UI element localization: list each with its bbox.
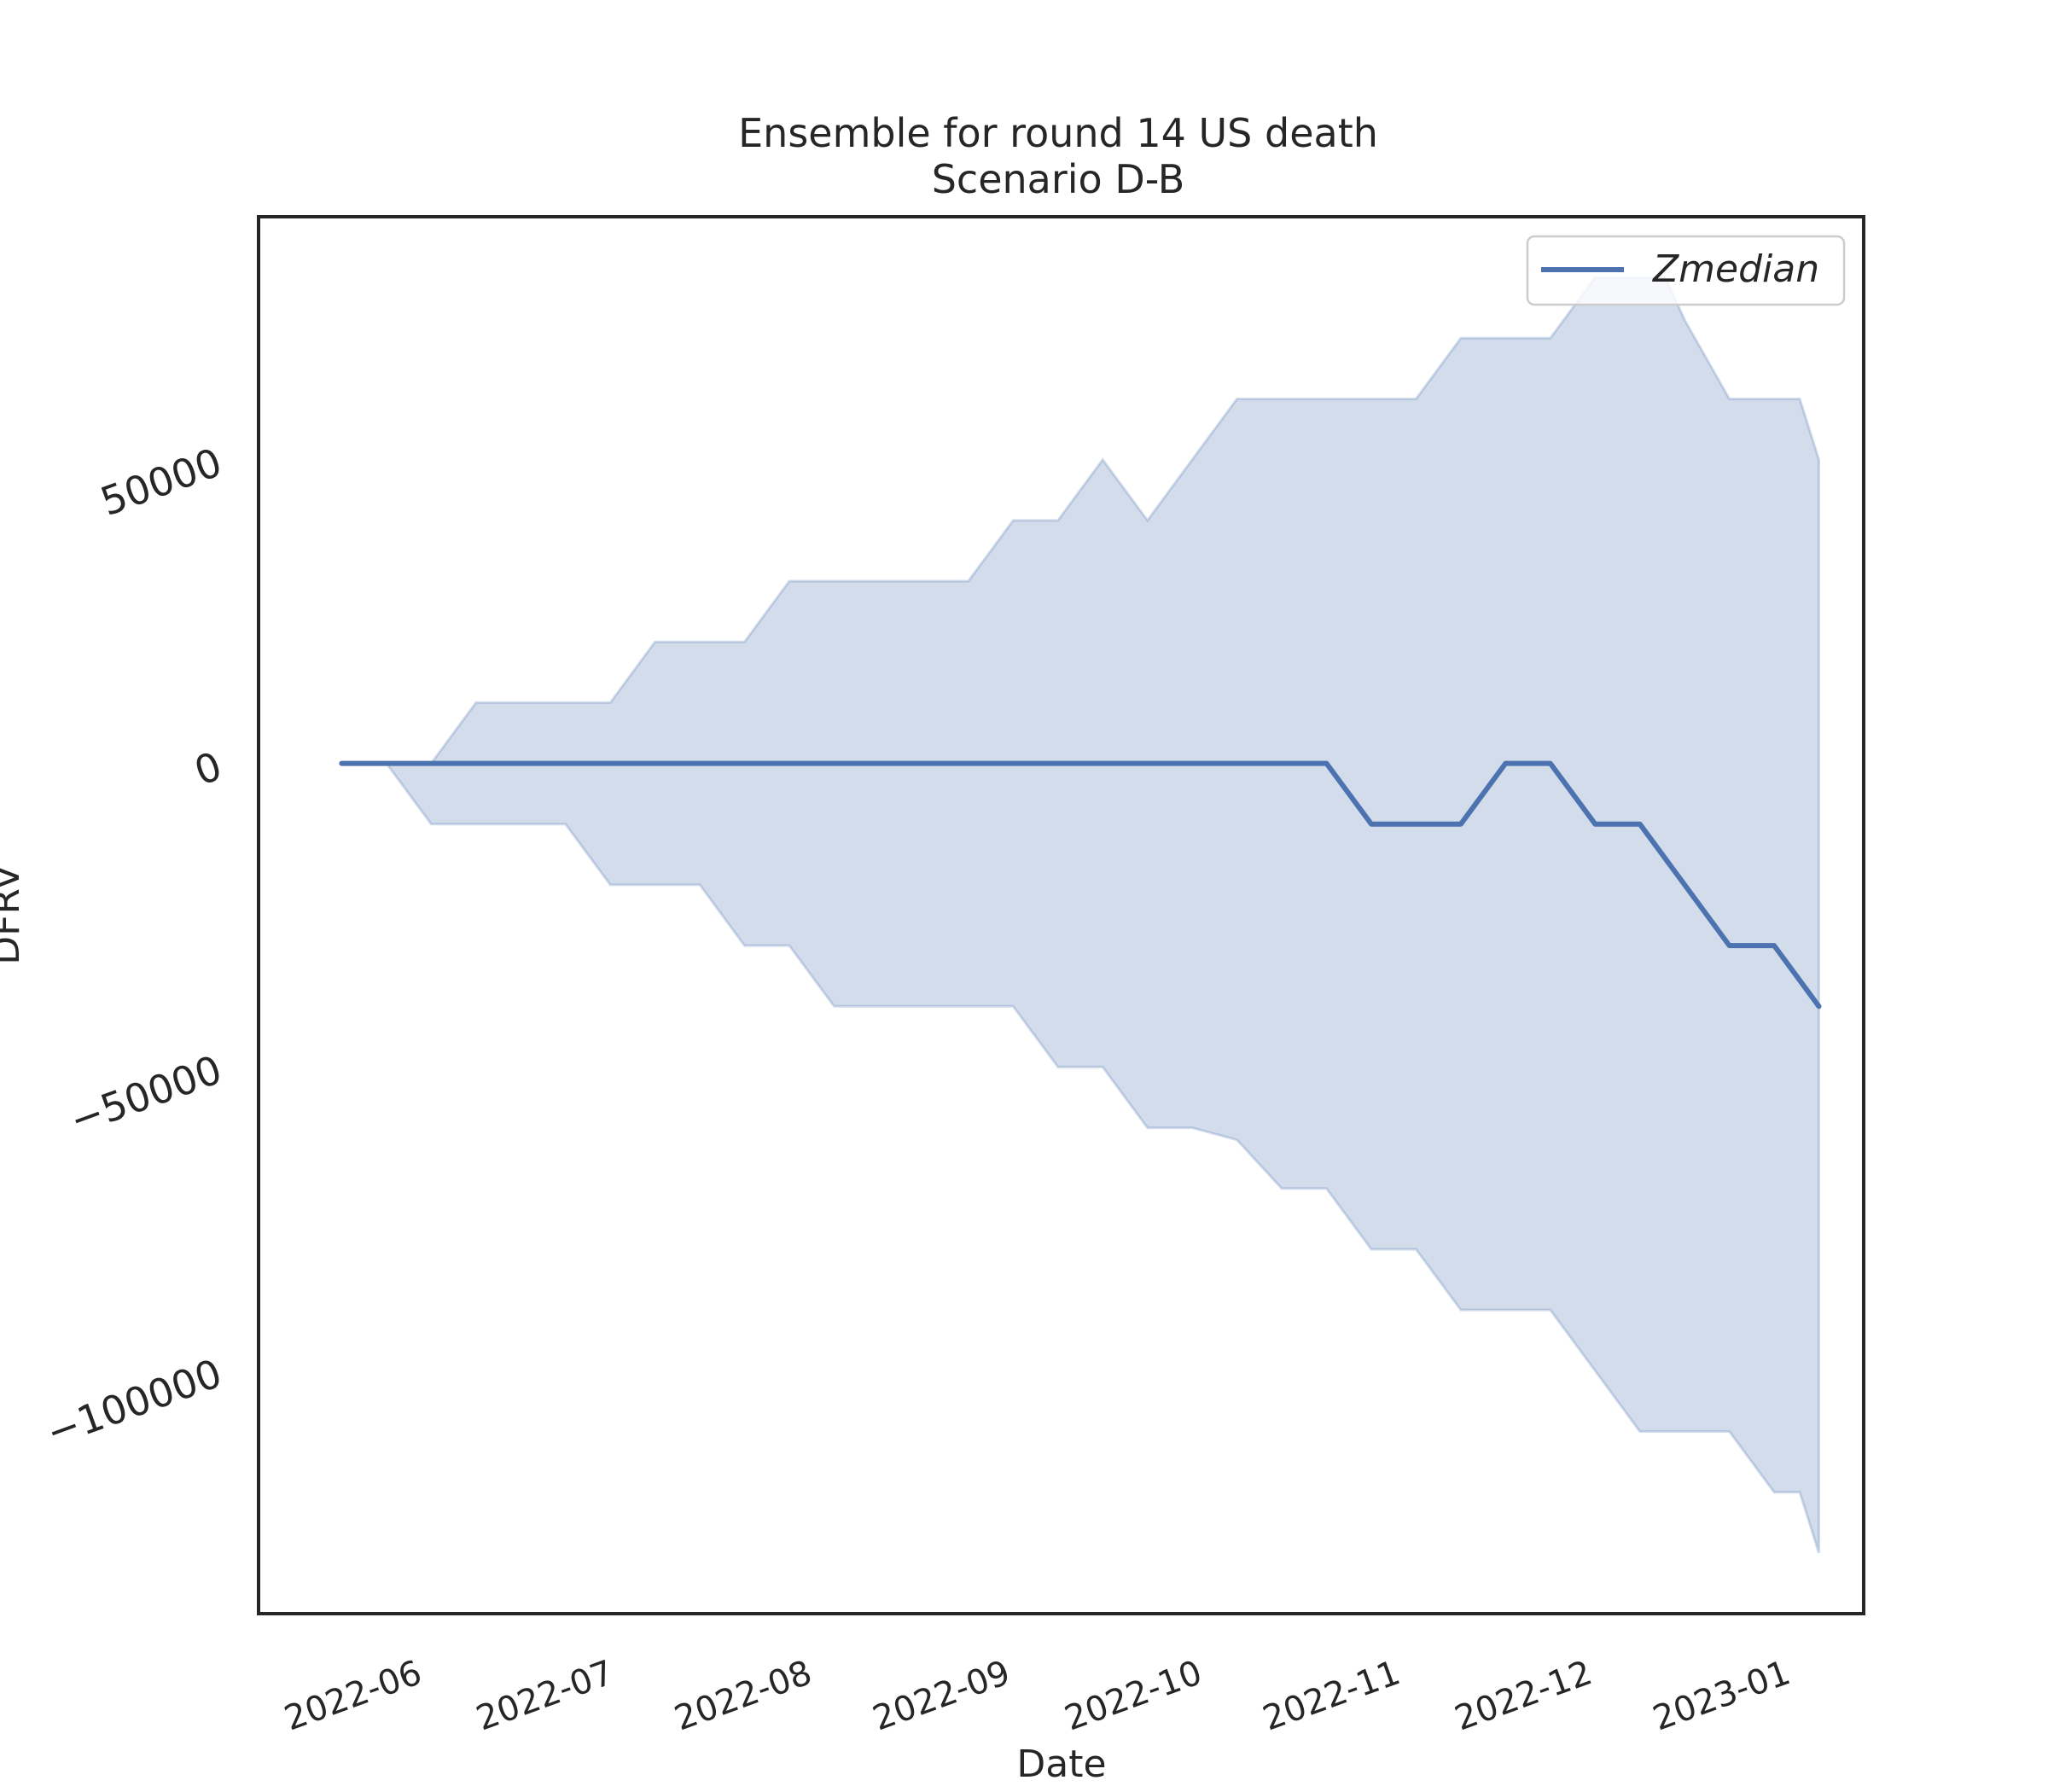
x-axis-label: Date — [1016, 1743, 1106, 1786]
uncertainty-band — [341, 276, 1820, 1554]
legend: Zmedian — [1526, 235, 1846, 306]
axes-frame — [257, 215, 1865, 1615]
y-axis-label: DFRV — [0, 864, 28, 964]
chart-subtitle: Scenario D-B — [932, 156, 1185, 202]
chart-title: Ensemble for round 14 US death — [738, 110, 1378, 156]
legend-label-zmedian: Zmedian — [1652, 247, 1819, 291]
plot-area — [339, 276, 1822, 1554]
legend-box — [1526, 235, 1846, 306]
series-line-zmedian — [339, 760, 1822, 1009]
